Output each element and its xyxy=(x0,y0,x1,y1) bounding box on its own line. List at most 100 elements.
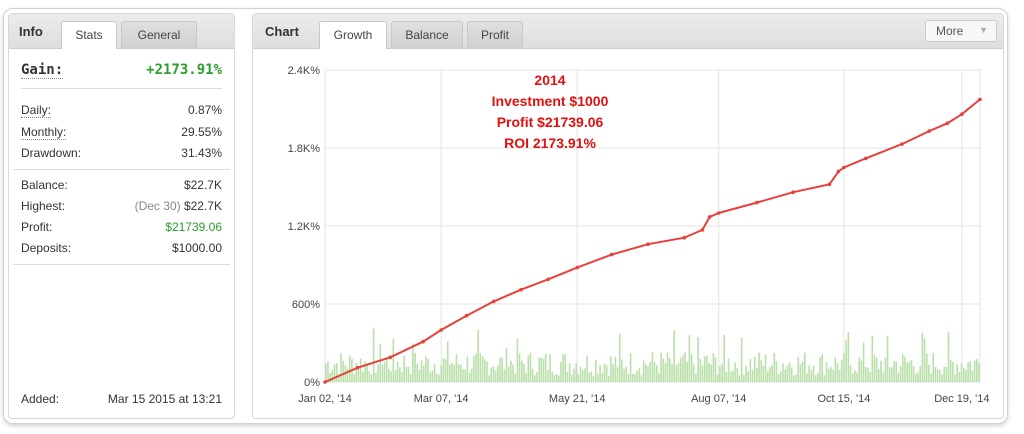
daily-bar xyxy=(925,353,928,382)
daily-bar xyxy=(399,367,401,382)
daily-bar xyxy=(869,371,871,382)
daily-bar xyxy=(814,375,817,382)
gain-row: Gain: +2173.91% xyxy=(21,58,222,89)
stat-daily-label[interactable]: Daily: xyxy=(21,103,52,118)
daily-bar xyxy=(880,360,882,382)
tab-profit[interactable]: Profit xyxy=(467,21,523,48)
data-point xyxy=(863,156,868,161)
daily-bar xyxy=(547,370,549,382)
daily-bar xyxy=(401,372,403,382)
daily-bar xyxy=(490,367,493,382)
daily-bar xyxy=(486,361,488,382)
daily-bar xyxy=(505,347,508,382)
daily-bar xyxy=(468,372,471,382)
daily-bar xyxy=(941,374,943,382)
daily-bar xyxy=(973,360,976,382)
daily-bar xyxy=(431,370,434,382)
daily-bar xyxy=(416,363,419,382)
daily-bar xyxy=(760,360,763,382)
daily-bar xyxy=(976,358,978,382)
daily-bar xyxy=(780,371,782,382)
daily-bar xyxy=(786,365,789,382)
daily-bar xyxy=(851,373,854,382)
daily-bar xyxy=(555,373,558,382)
daily-bar xyxy=(342,360,345,382)
daily-bar xyxy=(477,329,480,382)
daily-bar xyxy=(806,373,808,382)
daily-bar xyxy=(534,375,536,382)
daily-bar xyxy=(854,370,856,382)
daily-bar xyxy=(440,365,442,382)
daily-bar xyxy=(542,358,545,382)
daily-bar xyxy=(625,366,628,382)
daily-bar xyxy=(954,374,956,382)
stat-highest-value: $22.7K xyxy=(183,199,222,213)
daily-bar xyxy=(669,358,671,382)
daily-bar xyxy=(821,353,824,382)
annotation-line: ROI 2173.91% xyxy=(504,135,596,151)
daily-bar xyxy=(512,364,514,382)
data-point xyxy=(700,228,705,232)
tab-general[interactable]: General xyxy=(121,21,197,48)
daily-bar xyxy=(335,362,338,382)
daily-bar xyxy=(520,360,523,382)
daily-bar xyxy=(773,352,776,382)
stat-daily: Daily: 0.87% xyxy=(21,103,222,123)
tab-balance[interactable]: Balance xyxy=(391,21,463,48)
daily-bar xyxy=(571,374,573,382)
daily-bar xyxy=(873,355,876,382)
daily-bar xyxy=(729,371,732,382)
data-point xyxy=(927,129,931,133)
daily-bar xyxy=(841,359,843,382)
daily-bar xyxy=(390,371,392,382)
data-point xyxy=(491,299,496,304)
tab-growth[interactable]: Growth xyxy=(319,21,387,49)
gain-label[interactable]: Gain: xyxy=(21,62,64,79)
daily-bar xyxy=(862,342,865,382)
x-tick-label: Dec 19, '14 xyxy=(934,393,989,405)
daily-bar xyxy=(392,339,395,382)
daily-bar xyxy=(629,353,632,382)
daily-bar xyxy=(514,373,517,382)
daily-bar xyxy=(420,360,423,382)
daily-bar xyxy=(871,335,874,382)
daily-bar xyxy=(743,375,745,382)
daily-bar xyxy=(858,357,861,382)
daily-bar xyxy=(836,363,839,382)
daily-bar xyxy=(353,374,355,382)
daily-bar xyxy=(377,364,379,382)
stat-balance-value: $22.7K xyxy=(183,178,222,192)
growth-chart: 0% 600% 1.2K% 1.8K% 2.4K% Jan 02, '14 Mar 07,… xyxy=(288,65,990,405)
daily-bar xyxy=(949,360,952,382)
stat-profit: Profit: $21739.06 xyxy=(21,220,222,240)
daily-bar xyxy=(775,361,778,382)
daily-bar xyxy=(699,359,702,382)
stat-drawdown-value: 31.43% xyxy=(181,146,222,160)
chart-tabbar: Chart Growth Balance Profit More ▼ xyxy=(253,14,1003,49)
chevron-down-icon: ▼ xyxy=(979,25,988,35)
daily-bar xyxy=(638,368,641,382)
x-tick-label: Aug 07, '14 xyxy=(691,393,746,405)
daily-bar xyxy=(684,352,686,382)
daily-bar xyxy=(758,352,760,382)
daily-bar xyxy=(457,364,460,382)
daily-bar xyxy=(864,366,867,382)
daily-bar xyxy=(590,371,593,382)
daily-bar xyxy=(825,362,828,382)
daily-bar xyxy=(355,363,358,382)
daily-bar xyxy=(503,369,506,382)
daily-bar xyxy=(710,364,712,382)
daily-bar xyxy=(675,365,678,382)
daily-bar xyxy=(516,338,519,382)
gain-value: +2173.91% xyxy=(146,62,222,78)
stat-monthly-label[interactable]: Monthly: xyxy=(21,125,67,140)
daily-bar xyxy=(901,354,904,382)
tab-stats[interactable]: Stats xyxy=(61,21,117,49)
daily-bar xyxy=(631,373,634,382)
daily-bar xyxy=(501,356,503,382)
data-point xyxy=(421,339,425,344)
daily-bar xyxy=(466,356,469,382)
daily-bar xyxy=(686,361,689,382)
daily-bar xyxy=(357,369,360,382)
more-dropdown[interactable]: More ▼ xyxy=(925,20,997,42)
